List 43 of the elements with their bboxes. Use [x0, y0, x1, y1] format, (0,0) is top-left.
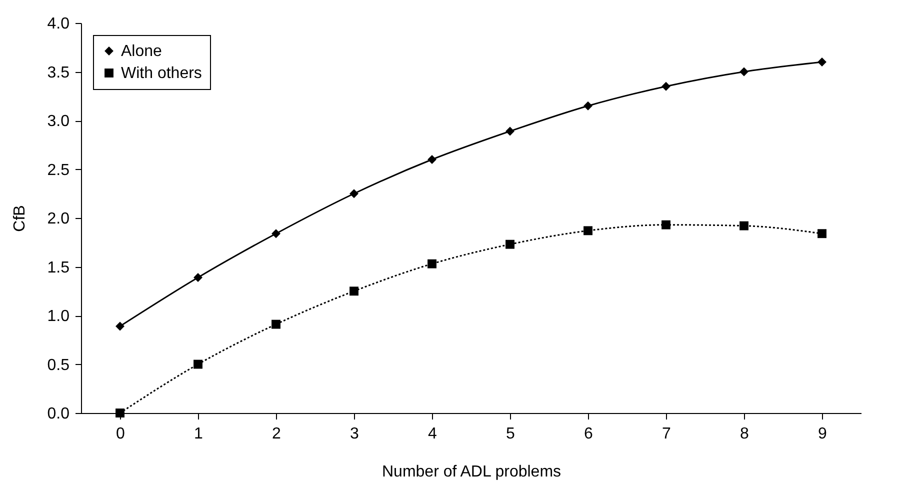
y-tick-label: 1.5	[47, 259, 70, 276]
y-tick-label: 1.0	[47, 308, 70, 325]
x-tick-label: 7	[662, 426, 672, 442]
y-tick-label: 2.5	[47, 162, 70, 179]
point	[506, 126, 514, 136]
point	[584, 101, 592, 110]
point	[116, 322, 124, 331]
point	[194, 273, 202, 282]
x-tick-label: 8	[740, 426, 750, 442]
x-tick-label: 3	[350, 426, 360, 442]
x-tick-label: 4	[428, 426, 438, 442]
x-tick-label: 1	[194, 426, 204, 442]
y-tick-label: 3.0	[47, 113, 70, 130]
point	[818, 229, 826, 238]
x-axis-title: Number of ADL problems	[382, 464, 562, 480]
point	[506, 240, 514, 249]
y-tick-label: 2.0	[47, 210, 70, 228]
y-axis-title: CfB	[11, 205, 28, 232]
point	[350, 189, 358, 198]
point	[662, 82, 670, 91]
point	[350, 286, 358, 296]
y-tick-label: 4.0	[47, 16, 70, 32]
x-tick-label: 2	[272, 426, 282, 442]
x-tick-label: 0	[116, 426, 126, 442]
y-tick-label: 0.5	[47, 356, 70, 374]
legend-label: With others	[121, 65, 202, 82]
point	[272, 320, 280, 329]
x-tick-label: 5	[506, 426, 516, 442]
y-tick-label: 0.0	[47, 406, 70, 422]
x-tick-label: 6	[584, 426, 594, 442]
point	[662, 220, 670, 230]
point	[428, 155, 436, 164]
point	[584, 226, 592, 236]
legend-label: Alone	[121, 43, 162, 60]
point	[194, 360, 202, 369]
point	[116, 408, 124, 418]
point	[272, 229, 280, 238]
point	[740, 67, 748, 76]
point	[428, 259, 436, 268]
point	[740, 221, 748, 230]
y-tick-label: 3.5	[47, 64, 70, 82]
x-tick-label: 9	[818, 426, 828, 442]
point	[818, 58, 826, 66]
